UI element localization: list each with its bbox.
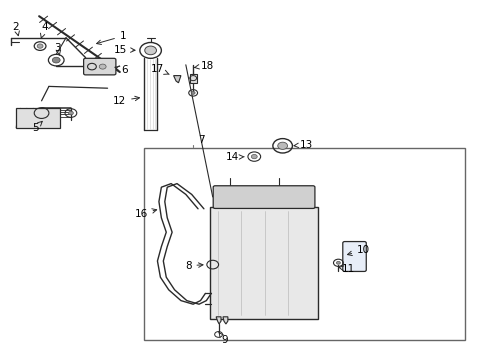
Text: 1: 1 (97, 31, 126, 45)
Text: 8: 8 (184, 261, 203, 271)
Circle shape (68, 111, 73, 115)
Text: 16: 16 (134, 209, 156, 219)
Text: 17: 17 (150, 64, 169, 74)
Text: 11: 11 (338, 264, 355, 274)
Text: 10: 10 (347, 245, 369, 256)
Circle shape (277, 142, 287, 149)
Text: 18: 18 (194, 60, 213, 71)
Circle shape (37, 44, 43, 48)
Text: 5: 5 (32, 121, 42, 133)
Text: 15: 15 (114, 45, 135, 55)
Bar (189, 74, 196, 83)
Text: 13: 13 (293, 140, 313, 150)
FancyBboxPatch shape (342, 242, 366, 271)
Text: 2: 2 (13, 22, 20, 36)
Circle shape (191, 91, 195, 94)
Circle shape (52, 57, 60, 63)
Polygon shape (216, 317, 221, 324)
Text: 3: 3 (54, 42, 61, 55)
Text: 7: 7 (198, 135, 204, 145)
Bar (144, 148, 464, 340)
Text: 4: 4 (41, 22, 48, 38)
Circle shape (99, 64, 106, 69)
FancyBboxPatch shape (83, 58, 116, 75)
Circle shape (251, 154, 257, 159)
Bar (210, 207, 317, 319)
FancyBboxPatch shape (16, 108, 60, 128)
Text: 12: 12 (113, 96, 139, 106)
Polygon shape (173, 76, 181, 83)
Circle shape (144, 46, 156, 55)
Polygon shape (223, 317, 227, 324)
Text: 9: 9 (218, 332, 227, 345)
Text: 6: 6 (115, 65, 128, 75)
Circle shape (336, 261, 340, 264)
Text: 14: 14 (225, 152, 244, 162)
FancyBboxPatch shape (213, 186, 314, 208)
